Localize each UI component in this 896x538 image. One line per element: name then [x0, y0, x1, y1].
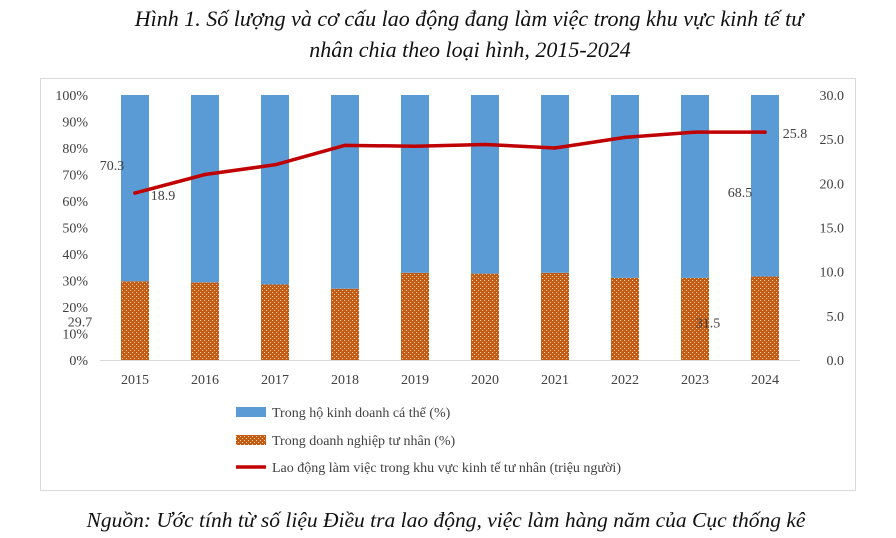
x-tick-label: 2017 — [261, 373, 289, 388]
x-tick-label: 2015 — [121, 373, 149, 388]
bar-series1-2018 — [331, 95, 359, 289]
legend-label-household: Trong hộ kinh doanh cá thể (%) — [272, 406, 451, 421]
legend-label-private-sector-workers: Lao động làm việc trong khu vực kinh tế … — [272, 461, 621, 476]
y-left-tick-label: 0% — [69, 354, 88, 369]
y-left-tick-label: 30% — [62, 275, 88, 290]
x-tick-label: 2020 — [471, 373, 499, 388]
bar-series2-2022 — [611, 277, 639, 360]
data-label-series3-2024: 25.8 — [783, 127, 808, 142]
line-point-2019 — [413, 144, 417, 148]
source-note: Nguồn: Ước tính từ số liệu Điều tra lao … — [86, 508, 806, 532]
x-tick-label: 2018 — [331, 373, 359, 388]
y-right-tick-label: 20.0 — [820, 177, 845, 192]
bar-series1-2020 — [471, 95, 499, 274]
line-point-2024 — [763, 130, 767, 134]
bar-series2-2024 — [751, 276, 779, 360]
y-right-tick-label: 15.0 — [820, 222, 845, 237]
bar-series2-2017 — [261, 284, 289, 360]
legend: Trong hộ kinh doanh cá thể (%) Trong doa… — [236, 406, 621, 476]
line-point-2017 — [273, 163, 277, 167]
bar-series1-2017 — [261, 95, 289, 285]
y-right-tick-label: 30.0 — [820, 89, 845, 104]
x-tick-label: 2021 — [541, 373, 569, 388]
x-tick-label: 2022 — [611, 373, 639, 388]
bar-series2-2016 — [191, 282, 219, 360]
line-point-2023 — [693, 130, 697, 134]
legend-label-private-enterprise: Trong doanh nghiệp tư nhân (%) — [272, 434, 456, 449]
y-left-tick-label: 60% — [62, 195, 88, 210]
plot-area: 0% 10% 20% 30% 40% 50% 60% 70% 80% 90% 100% 0.0 5.0 1… — [55, 89, 844, 388]
x-tick-label: 2019 — [401, 373, 429, 388]
y-left-tick-label: 70% — [62, 169, 88, 184]
y-right-tick-label: 0.0 — [827, 354, 845, 369]
line-point-2015 — [133, 191, 137, 195]
data-label-series3-2015: 18.9 — [151, 189, 176, 204]
bar-series1-2021 — [541, 95, 569, 273]
data-label-series2-2024: 31.5 — [696, 316, 721, 331]
bar-series1-2016 — [191, 95, 219, 283]
line-point-2020 — [483, 142, 487, 147]
data-label-series1-2015: 70.3 — [100, 159, 125, 174]
x-tick-label: 2024 — [751, 373, 779, 388]
bar-series2-2018 — [331, 288, 359, 360]
line-series3 — [133, 130, 767, 195]
bar-series1-2022 — [611, 95, 639, 278]
legend-swatch-private-enterprise — [236, 435, 266, 445]
line-point-2016 — [203, 172, 207, 177]
bar-series1-2024 — [751, 95, 779, 277]
line-point-2018 — [343, 143, 347, 148]
line-point-2021 — [553, 146, 557, 150]
chart-frame — [40, 78, 856, 491]
bar-series1-2023 — [681, 95, 709, 278]
y-right-tick-label: 25.0 — [820, 133, 845, 148]
figure-title-line-1: Hình 1. Số lượng và cơ cấu lao động đang… — [134, 6, 805, 31]
y-left-tick-label: 100% — [55, 89, 88, 104]
figure-title-line-2: nhân chia theo loại hình, 2015-2024 — [309, 37, 630, 62]
bar-series1-2015 — [121, 95, 149, 282]
bar-series2-2015 — [121, 281, 149, 360]
y-right-tick-label: 5.0 — [827, 310, 845, 325]
y-left-tick-label: 10% — [62, 328, 88, 343]
y-left-tick-label: 40% — [62, 248, 88, 263]
legend-swatch-household — [236, 407, 266, 417]
y-left-tick-label: 50% — [62, 222, 88, 237]
data-label-series2-2015: 29.7 — [68, 316, 93, 331]
y-left-tick-label: 80% — [62, 142, 88, 157]
x-tick-label: 2023 — [681, 373, 709, 388]
line-point-2022 — [623, 135, 627, 140]
y-left-tick-label: 20% — [62, 301, 88, 316]
y-right-tick-label: 10.0 — [820, 266, 845, 281]
bar-series2-2023 — [681, 277, 709, 360]
bar-series1-2019 — [401, 95, 429, 273]
bar-series2-2020 — [471, 273, 499, 360]
y-left-tick-label: 90% — [62, 116, 88, 131]
x-tick-label: 2016 — [191, 373, 219, 388]
bar-series2-2021 — [541, 272, 569, 360]
bar-series2-2019 — [401, 272, 429, 360]
data-label-series1-2024: 68.5 — [728, 186, 753, 201]
